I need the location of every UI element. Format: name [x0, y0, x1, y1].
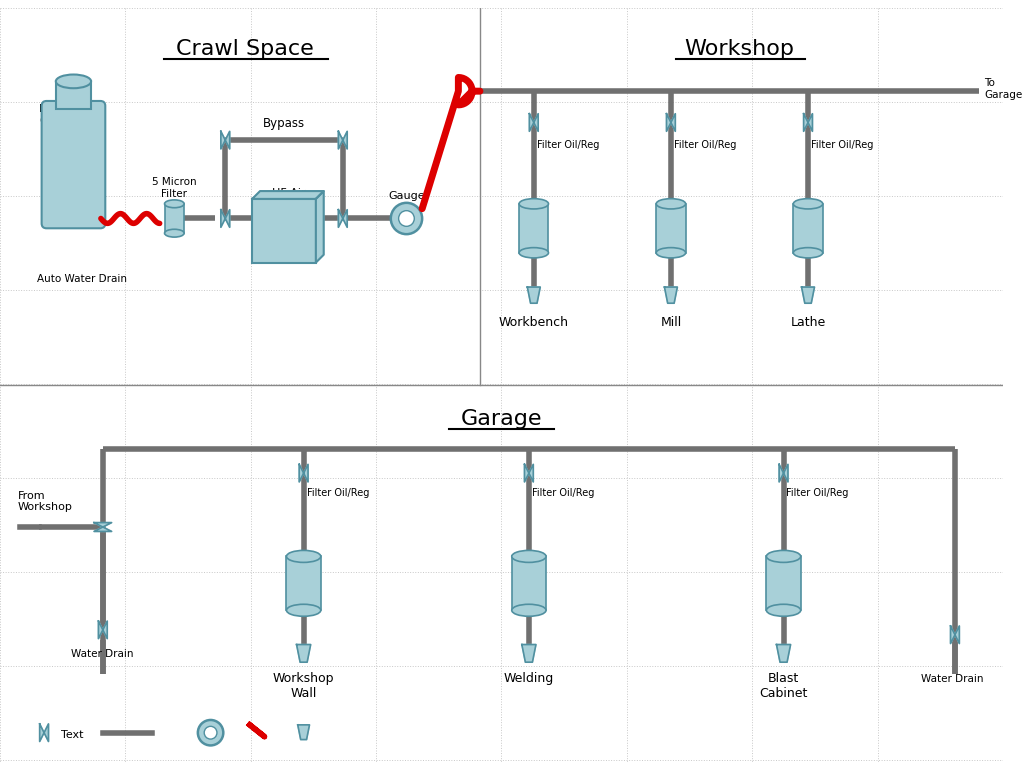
Bar	[766, 557, 801, 611]
Bar	[252, 199, 315, 263]
Ellipse shape	[794, 248, 822, 258]
Polygon shape	[98, 621, 108, 638]
Ellipse shape	[766, 551, 801, 562]
Text: Workshop: Workshop	[684, 39, 795, 59]
Text: HF Air
Dryer: HF Air Dryer	[272, 188, 306, 209]
Ellipse shape	[656, 199, 686, 209]
Bar	[656, 204, 686, 253]
Polygon shape	[524, 464, 534, 482]
Bar	[56, 82, 91, 109]
Ellipse shape	[287, 551, 321, 562]
Circle shape	[204, 726, 217, 739]
Text: Eaton 5 HP
Compressor: Eaton 5 HP Compressor	[39, 104, 102, 126]
Text: Water Drain: Water Drain	[71, 649, 133, 659]
Text: Filter Oil/Reg: Filter Oil/Reg	[531, 488, 594, 498]
Polygon shape	[950, 626, 959, 644]
Ellipse shape	[287, 604, 321, 616]
Bar	[519, 204, 549, 253]
Text: Workbench: Workbench	[499, 316, 568, 330]
Polygon shape	[667, 114, 675, 132]
Ellipse shape	[766, 604, 801, 616]
Text: Filter Oil/Reg: Filter Oil/Reg	[786, 488, 849, 498]
Polygon shape	[221, 209, 229, 227]
Ellipse shape	[512, 604, 546, 616]
Polygon shape	[527, 287, 541, 303]
Text: Filter Oil/Reg: Filter Oil/Reg	[537, 140, 599, 150]
Ellipse shape	[794, 199, 822, 209]
Ellipse shape	[165, 200, 184, 208]
Text: 5 Micron
Filter: 5 Micron Filter	[152, 177, 197, 199]
Polygon shape	[40, 724, 48, 742]
Text: Crawl Space: Crawl Space	[176, 39, 313, 59]
Polygon shape	[94, 523, 112, 531]
Ellipse shape	[165, 229, 184, 237]
Polygon shape	[529, 114, 539, 132]
Text: Bypass: Bypass	[263, 117, 305, 130]
Text: Auto Water Drain: Auto Water Drain	[37, 274, 127, 284]
Bar	[287, 557, 321, 611]
FancyBboxPatch shape	[42, 101, 105, 228]
Ellipse shape	[512, 551, 546, 562]
Polygon shape	[802, 287, 814, 303]
Circle shape	[398, 211, 415, 226]
Circle shape	[198, 720, 223, 745]
Text: Blast
Cabinet: Blast Cabinet	[760, 672, 808, 700]
Text: From
Workshop: From Workshop	[17, 490, 73, 512]
Text: Filter Oil/Reg: Filter Oil/Reg	[811, 140, 873, 150]
Text: Lathe: Lathe	[791, 316, 825, 330]
Text: Garage: Garage	[461, 410, 543, 430]
Bar	[794, 204, 822, 253]
Polygon shape	[252, 191, 324, 199]
Polygon shape	[315, 191, 324, 263]
Polygon shape	[779, 464, 787, 482]
Text: Water Drain: Water Drain	[921, 674, 983, 684]
Polygon shape	[299, 464, 308, 482]
Text: Workshop
Wall: Workshop Wall	[272, 672, 335, 700]
Polygon shape	[776, 644, 791, 662]
Polygon shape	[221, 132, 229, 149]
Ellipse shape	[56, 75, 91, 89]
Polygon shape	[522, 644, 536, 662]
Text: Text: Text	[60, 730, 83, 740]
Bar	[165, 204, 184, 233]
Bar	[512, 557, 546, 611]
Polygon shape	[338, 132, 347, 149]
Ellipse shape	[519, 199, 549, 209]
Ellipse shape	[656, 248, 686, 258]
Polygon shape	[804, 114, 812, 132]
Circle shape	[391, 203, 422, 234]
Polygon shape	[297, 644, 310, 662]
Text: Filter Oil/Reg: Filter Oil/Reg	[306, 488, 369, 498]
Polygon shape	[338, 209, 347, 227]
Ellipse shape	[519, 248, 549, 258]
Text: Welding: Welding	[504, 672, 554, 685]
Polygon shape	[298, 725, 309, 739]
Polygon shape	[665, 287, 678, 303]
Text: Filter Oil/Reg: Filter Oil/Reg	[674, 140, 736, 150]
Text: Mill: Mill	[660, 316, 682, 330]
Text: Gauge: Gauge	[388, 191, 425, 201]
Text: To
Garage: To Garage	[984, 79, 1023, 100]
